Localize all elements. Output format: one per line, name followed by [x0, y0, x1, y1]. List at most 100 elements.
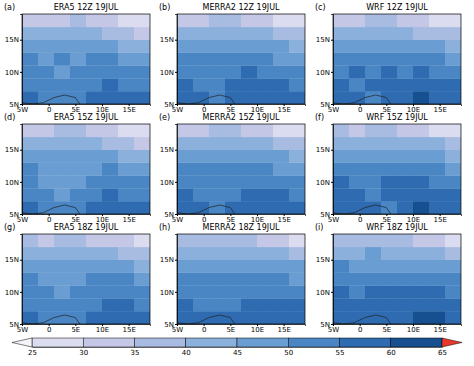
cell — [333, 14, 349, 27]
cell — [257, 78, 273, 91]
panel-title: WRF 18Z 19JUL — [366, 223, 428, 232]
cell — [381, 175, 397, 188]
cell — [349, 14, 365, 27]
cell — [102, 260, 118, 273]
coastline — [22, 315, 81, 324]
y-axis-line — [175, 125, 178, 215]
cell — [177, 150, 193, 163]
cell — [102, 247, 118, 260]
cell — [289, 285, 305, 298]
cell — [22, 27, 38, 40]
cell — [333, 137, 349, 150]
cell — [273, 163, 289, 176]
cell — [257, 150, 273, 163]
cell — [381, 53, 397, 66]
cell — [349, 163, 365, 176]
cell — [289, 14, 305, 27]
y-tick-label: 5N — [164, 211, 174, 219]
cell — [273, 53, 289, 66]
cell — [413, 247, 429, 260]
coastline — [333, 95, 392, 104]
x-tick: 10E — [407, 324, 420, 334]
y-tick-mark — [175, 150, 177, 151]
x-tick-label: 10E — [407, 326, 420, 334]
cell — [54, 137, 70, 150]
x-tick-label: 15E — [433, 326, 446, 334]
cell — [397, 247, 413, 260]
cell — [54, 273, 70, 286]
cell — [349, 65, 365, 78]
panel-label: (h) — [159, 223, 170, 232]
x-tick-label: 15E — [122, 326, 135, 334]
cell — [365, 91, 381, 104]
cell — [257, 201, 273, 214]
y-tick-label: 10N — [5, 69, 19, 77]
cell — [349, 273, 365, 286]
cell — [177, 247, 193, 260]
colorbar-tick-label: 55 — [336, 349, 345, 357]
x-tick-label: 15E — [433, 106, 446, 114]
x-tick: 15E — [277, 324, 290, 334]
cell — [209, 273, 225, 286]
cell — [86, 53, 102, 66]
cell — [445, 175, 461, 188]
cell — [413, 53, 429, 66]
cell — [86, 150, 102, 163]
cell — [445, 78, 461, 91]
x-tick: 0 — [358, 214, 362, 224]
x-tick: 15E — [433, 214, 446, 224]
cell — [86, 91, 102, 104]
cell — [381, 247, 397, 260]
y-tick-mark — [331, 182, 333, 183]
cells — [22, 14, 150, 104]
cell — [22, 201, 38, 214]
cell — [365, 201, 381, 214]
cell — [333, 27, 349, 40]
y-tick-label: 5N — [320, 211, 330, 219]
x-tick-label: 0 — [358, 216, 362, 224]
cell — [397, 311, 413, 324]
cell — [257, 124, 273, 137]
cell — [381, 40, 397, 53]
cell — [365, 53, 381, 66]
cell — [413, 14, 429, 27]
cell — [257, 65, 273, 78]
frame — [333, 234, 461, 324]
colorbar-tick: 35 — [131, 347, 140, 357]
colorbar-box — [391, 338, 442, 347]
y-tick-mark — [20, 72, 22, 73]
x-tick-label: 10E — [251, 326, 264, 334]
cell — [38, 124, 54, 137]
cell — [257, 91, 273, 104]
y-axis: 5N10N15N — [316, 235, 334, 329]
y-tick-mark — [20, 292, 22, 293]
cell — [102, 65, 118, 78]
cell — [429, 175, 445, 188]
cell — [445, 14, 461, 27]
cell — [365, 137, 381, 150]
cell — [102, 163, 118, 176]
cell — [289, 40, 305, 53]
x-tick-label: 10E — [96, 326, 109, 334]
cell — [289, 150, 305, 163]
cell — [273, 260, 289, 273]
y-tick-label: 10N — [160, 69, 174, 77]
cell — [429, 27, 445, 40]
x-tick: 5E — [382, 324, 391, 334]
x-tick-label: 0 — [47, 106, 51, 114]
cell — [273, 285, 289, 298]
cell — [225, 285, 241, 298]
cell — [273, 124, 289, 137]
cell — [54, 150, 70, 163]
cell — [333, 260, 349, 273]
cell — [193, 285, 209, 298]
cell — [209, 27, 225, 40]
y-tick-label: 15N — [316, 256, 330, 264]
cell — [70, 65, 86, 78]
cell — [429, 124, 445, 137]
cell — [86, 285, 102, 298]
cell — [86, 298, 102, 311]
cells — [177, 234, 305, 324]
cell — [445, 234, 461, 247]
cell — [209, 14, 225, 27]
